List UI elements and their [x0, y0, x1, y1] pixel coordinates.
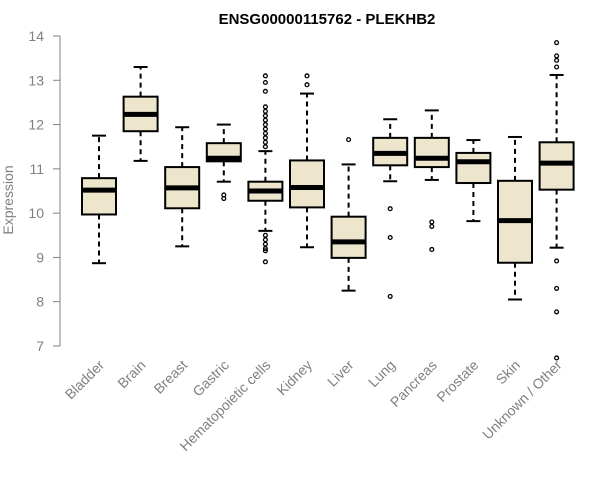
y-tick-label: 7 — [36, 338, 44, 354]
y-tick-label: 13 — [28, 72, 44, 88]
x-tick-label: Liver — [324, 357, 357, 390]
outlier-point — [554, 64, 560, 70]
outlier-point — [262, 246, 268, 252]
x-tick-label: Prostate — [433, 357, 481, 405]
outlier-point — [262, 237, 268, 243]
outlier-point — [262, 135, 268, 141]
outlier-point — [262, 144, 268, 150]
y-axis-ticks: 7 8 9 10 11 12 13 14 — [28, 28, 60, 354]
iqr-box — [289, 159, 325, 209]
outlier-point — [346, 137, 352, 143]
outlier-point — [387, 206, 393, 212]
x-tick-label: Unknown / Other — [479, 357, 565, 443]
outlier-point — [262, 108, 268, 114]
box-breast — [164, 126, 201, 248]
x-tick-label: Breast — [150, 357, 190, 397]
outlier-point — [262, 232, 268, 238]
iqr-box — [413, 136, 450, 169]
chart-title: ENSG00000115762 - PLEKHB2 — [219, 11, 436, 28]
x-tick-label: Kidney — [274, 357, 316, 399]
y-tick-label: 8 — [36, 294, 44, 310]
outlier-point — [554, 285, 560, 291]
outlier-point — [554, 355, 560, 361]
outlier-point — [262, 248, 268, 254]
box-skin — [497, 135, 533, 301]
outlier-point — [262, 79, 268, 86]
box-brain — [122, 66, 159, 162]
outlier-point — [429, 219, 435, 225]
box-bladder — [81, 134, 117, 265]
y-tick-label: 10 — [28, 205, 44, 221]
box-pancreas — [413, 109, 450, 253]
box-liver — [330, 137, 367, 292]
y-tick-label: 9 — [36, 249, 44, 265]
box-prostate — [455, 139, 492, 223]
outlier-point — [262, 139, 268, 145]
outlier-point — [304, 73, 310, 79]
outlier-point — [554, 309, 560, 315]
iqr-box — [330, 215, 367, 259]
outlier-point — [304, 82, 310, 88]
outlier-point — [262, 259, 268, 265]
outlier-point — [262, 126, 268, 132]
x-tick-label: Brain — [114, 357, 148, 391]
outlier-point — [262, 73, 268, 79]
iqr-box — [455, 151, 492, 185]
outlier-point — [554, 40, 560, 46]
outlier-point — [221, 195, 227, 202]
outlier-point — [262, 88, 268, 94]
box-unknown-other — [538, 40, 575, 361]
box-hematopoietic-cells — [247, 73, 284, 265]
iqr-box — [81, 177, 117, 216]
outlier-point — [429, 223, 435, 229]
x-tick-label: Bladder — [62, 357, 108, 403]
y-tick-label: 12 — [28, 117, 44, 133]
y-tick-label: 11 — [29, 161, 44, 177]
outlier-point — [387, 293, 393, 299]
x-tick-label: Skin — [493, 357, 524, 388]
iqr-box — [538, 141, 575, 191]
outlier-point — [429, 246, 435, 253]
outlier-point — [262, 122, 268, 128]
outlier-point — [262, 113, 268, 119]
outlier-point — [262, 130, 268, 136]
box-kidney — [289, 73, 325, 249]
box-series — [81, 40, 575, 361]
box-lung — [372, 118, 409, 299]
box-gastric — [205, 123, 242, 202]
y-tick-label: 14 — [28, 28, 44, 44]
outlier-point — [262, 117, 268, 123]
outlier-point — [554, 258, 560, 264]
outlier-point — [387, 234, 393, 241]
outlier-point — [554, 57, 560, 63]
outlier-point — [262, 241, 268, 247]
outlier-point — [554, 53, 560, 59]
x-tick-label: Lung — [365, 357, 398, 390]
outlier-point — [262, 104, 268, 110]
y-axis-label: Expression — [0, 165, 16, 234]
